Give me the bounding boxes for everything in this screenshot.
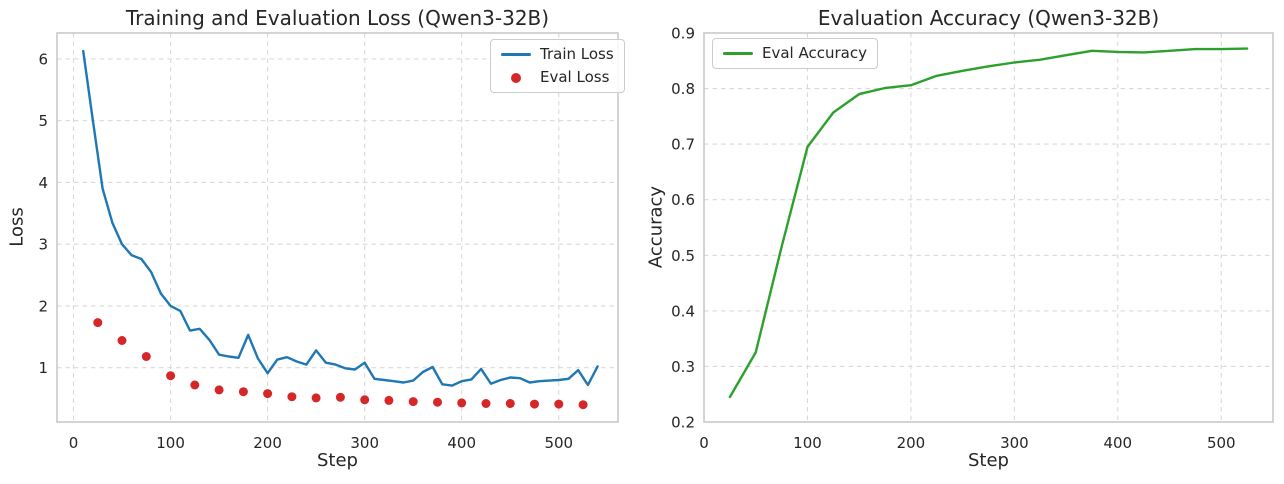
accuracy-y-axis-label: Accuracy <box>645 185 667 269</box>
eval-loss-point <box>238 387 248 397</box>
x-tick-label: 300 <box>350 434 379 452</box>
eval-loss-dot-swatch <box>511 72 521 83</box>
y-tick-label: 6 <box>38 50 48 68</box>
eval-loss-point <box>117 336 127 345</box>
eval-loss-point <box>311 393 321 403</box>
eval-loss-point <box>190 380 200 390</box>
y-tick-label: 3 <box>38 236 48 254</box>
x-tick-label: 300 <box>1000 434 1029 452</box>
legend-item-train-loss: Train Loss <box>501 45 614 64</box>
loss-x-axis-label: Step <box>317 450 358 471</box>
eval-loss-point <box>481 399 491 408</box>
y-tick-label: 1 <box>38 359 48 377</box>
y-tick-label: 0.8 <box>671 80 695 98</box>
legend-item-eval-loss: Eval Loss <box>501 68 614 87</box>
eval-loss-point <box>166 371 176 381</box>
eval-accuracy-line <box>728 47 1249 399</box>
accuracy-x-axis-label: Step <box>968 450 1009 471</box>
x-tick-label: 200 <box>897 434 926 452</box>
eval-loss-point <box>408 397 418 407</box>
x-tick-label: 0 <box>69 434 79 452</box>
eval-loss-point <box>530 399 539 409</box>
legend-label-eval-accuracy: Eval Accuracy <box>762 44 867 62</box>
eval-loss-point <box>141 352 151 361</box>
eval-loss-point <box>505 399 515 408</box>
eval-loss-point <box>263 389 273 399</box>
loss-legend: Train Loss Eval Loss <box>490 39 625 93</box>
y-tick-label: 0.2 <box>671 414 695 432</box>
y-tick-label: 0.9 <box>671 25 695 43</box>
eval-accuracy-line-swatch <box>723 52 753 55</box>
y-tick-label: 4 <box>38 174 48 192</box>
loss-chart-title: Training and Evaluation Loss (Qwen3-32B) <box>125 6 550 30</box>
plot-border <box>703 32 1274 423</box>
y-tick-label: 0.7 <box>671 136 695 154</box>
accuracy-chart-title: Evaluation Accuracy (Qwen3-32B) <box>817 6 1160 30</box>
accuracy-legend: Eval Accuracy <box>712 38 878 69</box>
legend-label-train-loss: Train Loss <box>540 45 614 63</box>
accuracy-chart-canvas: 0 100 200 300 400 500 0.2 0.3 0.4 0.5 0.6 0.7 0.8 0.9 <box>671 25 1274 452</box>
y-tick-label: 0.3 <box>671 358 695 376</box>
eval-loss-point <box>360 395 370 405</box>
y-tick-label: 0.6 <box>671 191 695 209</box>
train-loss-line <box>81 49 599 387</box>
x-tick-label: 400 <box>1103 434 1132 452</box>
y-tick-label: 0.5 <box>671 247 695 265</box>
eval-loss-point <box>287 392 297 402</box>
eval-loss-point <box>554 399 564 409</box>
y-tick-label: 0.4 <box>671 302 695 320</box>
legend-item-eval-accuracy: Eval Accuracy <box>723 44 867 63</box>
y-tick-label: 2 <box>38 297 48 315</box>
loss-y-axis-label: Loss <box>6 207 28 247</box>
y-tick-label: 5 <box>38 112 48 130</box>
x-tick-label: 100 <box>793 434 822 452</box>
eval-loss-point <box>433 397 442 407</box>
x-tick-label: 0 <box>699 434 709 452</box>
loss-chart-canvas: 0 100 200 300 400 500 1 2 3 4 5 6 <box>38 32 619 452</box>
eval-loss-point <box>457 398 467 408</box>
legend-label-eval-loss: Eval Loss <box>540 68 610 86</box>
eval-loss-point <box>335 392 345 402</box>
eval-loss-point <box>578 400 588 410</box>
eval-loss-point <box>93 318 103 328</box>
eval-loss-point <box>384 395 394 405</box>
train-loss-line-swatch <box>501 53 531 56</box>
x-tick-label: 500 <box>544 434 573 452</box>
x-tick-label: 200 <box>253 434 282 452</box>
x-tick-label: 100 <box>156 434 185 452</box>
eval-loss-point <box>214 385 224 395</box>
x-tick-label: 500 <box>1207 434 1236 452</box>
plot-border <box>56 32 619 423</box>
x-tick-label: 400 <box>447 434 476 452</box>
